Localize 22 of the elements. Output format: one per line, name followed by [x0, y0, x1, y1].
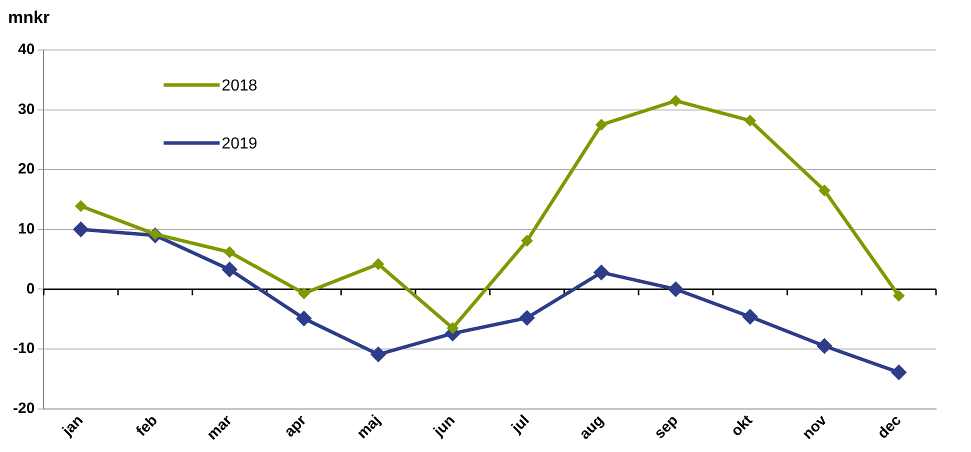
x-tick-label: nov: [799, 411, 831, 443]
x-tick-label: dec: [874, 412, 905, 442]
x-tick-label: okt: [728, 412, 756, 440]
y-tick-label: -10: [12, 340, 35, 358]
x-tick-label: maj: [354, 412, 384, 442]
y-tick-label: -20: [12, 400, 35, 417]
x-tick-label: apr: [281, 412, 310, 440]
y-tick-label: 20: [18, 160, 35, 178]
legend-label: 2019: [222, 135, 258, 152]
y-tick-label: 10: [18, 220, 35, 238]
x-tick-label: feb: [133, 412, 161, 440]
x-tick-label: mar: [204, 412, 236, 444]
x-tick-label: jun: [430, 412, 458, 441]
x-tick-label: jul: [508, 412, 533, 438]
x-tick-label: jan: [58, 412, 87, 440]
x-tick-label: sep: [651, 412, 682, 442]
legend-label: 2018: [222, 77, 258, 94]
y-tick-label: 40: [18, 41, 35, 58]
y-axis-title: mnkr: [8, 8, 50, 28]
y-tick-label: 0: [26, 280, 35, 298]
x-tick-label: aug: [576, 412, 608, 443]
y-tick-label: 30: [18, 100, 35, 118]
